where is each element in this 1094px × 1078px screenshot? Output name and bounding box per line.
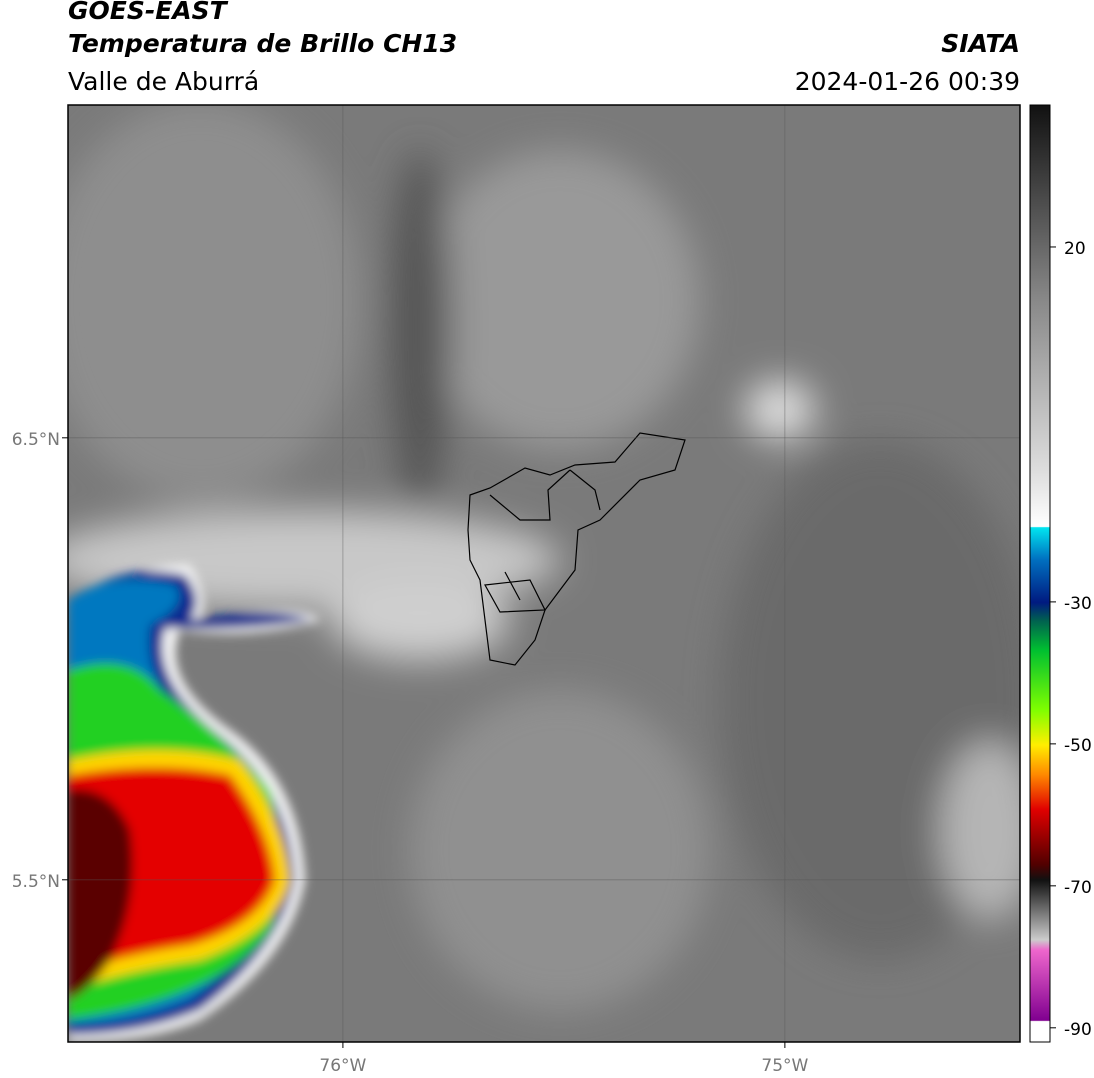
graticule [68, 105, 1020, 1042]
product-title: Temperatura de Brillo CH13 [68, 29, 457, 58]
agency-label: SIATA [941, 29, 1020, 58]
colorbar-tick-label: -70 [1064, 878, 1092, 898]
region-label: Valle de Aburrá [68, 67, 259, 96]
lat-tick-label: 5.5°N [12, 872, 60, 892]
map-frame [67, 104, 1021, 1043]
colorbar-tick-label: 20 [1064, 239, 1086, 259]
colorbar-tick-label: -50 [1064, 736, 1092, 756]
satellite-title: GOES-EAST [68, 0, 229, 25]
lon-tick-label: 76°W [319, 1056, 366, 1076]
colorbar-tick-label: -30 [1064, 594, 1092, 614]
satellite-image [68, 105, 1020, 1042]
colorbar [1029, 104, 1051, 1043]
lon-tick-label: 75°W [761, 1056, 808, 1076]
colorbar-tick-label: -90 [1064, 1020, 1092, 1040]
datetime-label: 2024-01-26 00:39 [795, 67, 1020, 96]
lat-tick-label: 6.5°N [12, 430, 60, 450]
